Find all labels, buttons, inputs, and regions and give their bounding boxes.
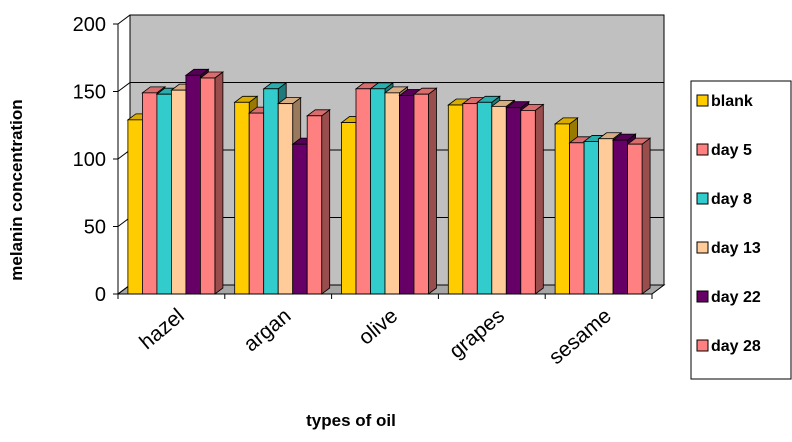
legend-label: day 22 — [711, 289, 761, 306]
legend-label: day 13 — [711, 240, 761, 257]
legend-swatch — [696, 241, 709, 254]
y-axis-title: melanin concentration — [7, 99, 26, 280]
y-tick-labels: 0 50 100 150 200 — [73, 14, 106, 306]
bar — [199, 71, 225, 295]
y-tick-label: 200 — [73, 14, 106, 36]
bar — [519, 103, 545, 295]
gridline-depth — [117, 14, 131, 25]
legend-swatch — [696, 290, 709, 303]
axes-group — [113, 23, 653, 299]
legend-swatch — [696, 339, 709, 352]
y-tick-label: 50 — [84, 217, 106, 239]
legend-swatch — [696, 94, 709, 107]
y-tick-label: 150 — [73, 82, 106, 104]
legend-item: day 22 — [696, 289, 761, 306]
legend-label: blank — [711, 93, 753, 110]
bars-group — [126, 68, 652, 295]
x-category-label: sesame — [545, 304, 616, 369]
legend-item: blank — [696, 93, 753, 110]
y-tick-label: 0 — [95, 284, 106, 306]
legend-item: day 8 — [696, 191, 752, 208]
legend: blank day 5 day 8 day 13 day 22 day 28 — [696, 93, 761, 355]
legend-item: day 28 — [696, 338, 761, 355]
x-category-label: olive — [354, 304, 402, 349]
legend-box — [690, 80, 792, 380]
bar — [306, 109, 331, 295]
bar — [626, 137, 652, 295]
bar — [412, 87, 438, 295]
legend-swatch — [696, 143, 709, 156]
legend-item: day 13 — [696, 240, 761, 257]
legend-label: day 28 — [711, 338, 761, 355]
x-axis-title: types of oil — [306, 411, 396, 430]
y-tick-label: 100 — [73, 149, 106, 171]
x-category-labels: hazel argan olive grapes sesame — [135, 304, 615, 369]
x-category-label: hazel — [135, 304, 188, 354]
legend-label: day 8 — [711, 191, 752, 208]
legend-label: day 5 — [711, 142, 752, 159]
x-category-label: grapes — [445, 304, 509, 363]
gridline-depth — [117, 82, 131, 92]
legend-item: day 5 — [696, 142, 752, 159]
x-category-label: argan — [239, 304, 295, 356]
legend-swatch — [696, 192, 709, 205]
